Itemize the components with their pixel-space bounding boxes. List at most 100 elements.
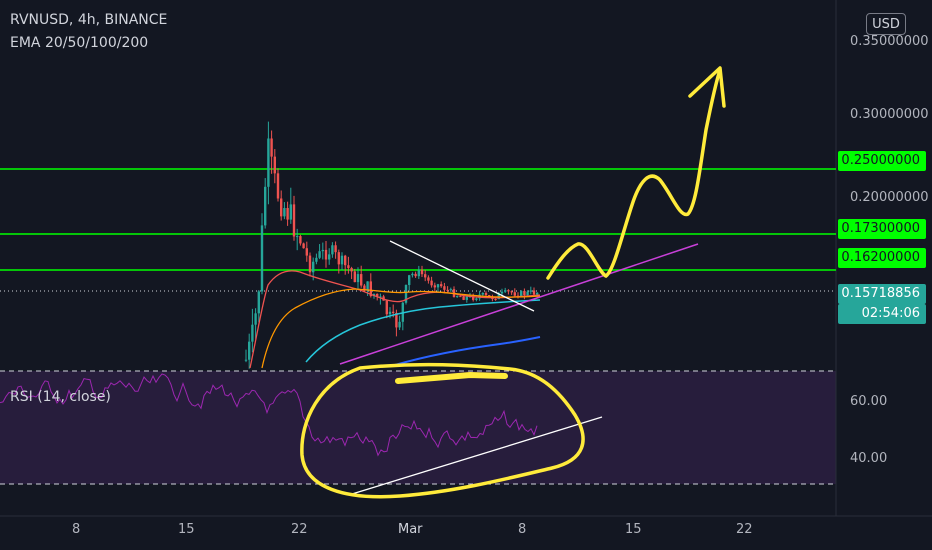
candle-body bbox=[449, 289, 452, 291]
candle-body bbox=[385, 300, 388, 315]
ema-200-line bbox=[394, 336, 541, 366]
countdown-pill: 02:54:06 bbox=[838, 304, 926, 324]
candle-body bbox=[420, 269, 424, 275]
candle-body bbox=[244, 359, 248, 361]
candle-body bbox=[430, 280, 433, 286]
candle-body bbox=[462, 296, 465, 300]
candle-body bbox=[318, 251, 321, 258]
time-label: 22 bbox=[736, 522, 753, 537]
candle-body bbox=[280, 198, 283, 217]
ema-50-line bbox=[261, 288, 541, 369]
candle-body bbox=[324, 249, 328, 260]
candle-body bbox=[292, 204, 296, 237]
candle-body bbox=[526, 291, 529, 296]
candle-body bbox=[340, 255, 344, 265]
candle-body bbox=[248, 341, 251, 360]
rsi-band bbox=[0, 371, 836, 484]
price-pill-0162: 0.16200000 bbox=[838, 248, 926, 268]
candle-body bbox=[497, 293, 500, 300]
candle-body bbox=[456, 296, 459, 298]
candle-body bbox=[424, 274, 427, 278]
candle-body bbox=[481, 292, 484, 295]
arrow-head bbox=[688, 66, 726, 108]
rsi-trendline[interactable] bbox=[351, 416, 603, 495]
candles-group bbox=[244, 121, 539, 369]
candle-body bbox=[379, 296, 382, 298]
current-price-pill: 0.15718856 bbox=[838, 284, 926, 304]
candle-body bbox=[369, 281, 372, 297]
resistance-trendline[interactable] bbox=[389, 240, 535, 312]
rsi-legend: RSI (14, close) bbox=[10, 389, 111, 405]
projection-arrow[interactable] bbox=[546, 68, 722, 280]
candle-body bbox=[321, 249, 324, 252]
candle-body bbox=[520, 290, 523, 297]
candle-body bbox=[472, 296, 475, 300]
candle-body bbox=[312, 261, 315, 273]
candle-body bbox=[334, 245, 337, 253]
candle-body bbox=[270, 138, 273, 157]
candle-body bbox=[254, 313, 257, 325]
candle-body bbox=[475, 298, 478, 300]
candle-body bbox=[440, 284, 443, 287]
candle-body bbox=[286, 208, 289, 220]
candle-body bbox=[529, 290, 532, 292]
rsi-label-60: 60.00 bbox=[850, 394, 888, 409]
candle-body bbox=[308, 255, 312, 273]
price-label-top: 0.35000000 bbox=[850, 34, 929, 49]
time-label: 8 bbox=[72, 522, 81, 537]
candle-body bbox=[337, 252, 340, 265]
candle-body bbox=[510, 291, 513, 293]
candle-body bbox=[536, 292, 539, 295]
candle-body bbox=[484, 292, 488, 296]
rsi-line bbox=[0, 373, 538, 457]
candle-body bbox=[513, 292, 516, 296]
candle-body bbox=[353, 271, 356, 283]
candle-body bbox=[376, 293, 379, 298]
candle-body bbox=[408, 275, 411, 285]
price-pill-025: 0.25000000 bbox=[838, 151, 926, 171]
candle-body bbox=[267, 138, 270, 187]
candle-body bbox=[465, 296, 468, 300]
price-label-030: 0.30000000 bbox=[850, 107, 929, 122]
candle-body bbox=[532, 290, 536, 295]
candle-body bbox=[392, 311, 395, 313]
candle-body bbox=[507, 290, 510, 292]
candle-body bbox=[356, 274, 360, 283]
candle-body bbox=[366, 281, 369, 291]
ema-100-line bbox=[305, 299, 541, 363]
candle-body bbox=[504, 290, 507, 292]
price-pill-0173: 0.17300000 bbox=[838, 219, 926, 239]
candle-body bbox=[302, 243, 305, 249]
time-label-mar: Mar bbox=[398, 522, 423, 537]
time-label: 15 bbox=[178, 522, 195, 537]
ema-legend: EMA 20/50/100/200 bbox=[10, 35, 149, 51]
candle-body bbox=[427, 277, 430, 281]
candle-body bbox=[350, 268, 353, 272]
candle-body bbox=[299, 236, 302, 244]
candle-body bbox=[388, 311, 392, 315]
candle-body bbox=[363, 285, 366, 291]
price-label-020: 0.20000000 bbox=[850, 190, 929, 205]
symbol-title: RVNUSD, 4h, BINANCE bbox=[10, 12, 168, 28]
candle-body bbox=[296, 236, 299, 238]
rsi-highlight-stroke bbox=[395, 371, 508, 384]
candle-body bbox=[347, 265, 350, 269]
candle-body bbox=[500, 291, 504, 294]
candle-body bbox=[446, 289, 449, 291]
candle-body bbox=[328, 254, 331, 260]
candle-body bbox=[273, 156, 276, 174]
candle-body bbox=[251, 324, 254, 342]
candle-body bbox=[257, 291, 260, 314]
candle-body bbox=[289, 204, 292, 220]
currency-button[interactable]: USD bbox=[866, 13, 906, 35]
candle-body bbox=[276, 173, 280, 199]
candle-body bbox=[360, 274, 363, 286]
candle-body bbox=[494, 298, 497, 300]
rsi-circle-annotation[interactable] bbox=[300, 362, 585, 499]
candle-body bbox=[459, 296, 462, 298]
candle-body bbox=[411, 273, 414, 276]
candle-body bbox=[344, 255, 347, 266]
candle-body bbox=[417, 269, 420, 277]
candle-body bbox=[433, 285, 436, 288]
